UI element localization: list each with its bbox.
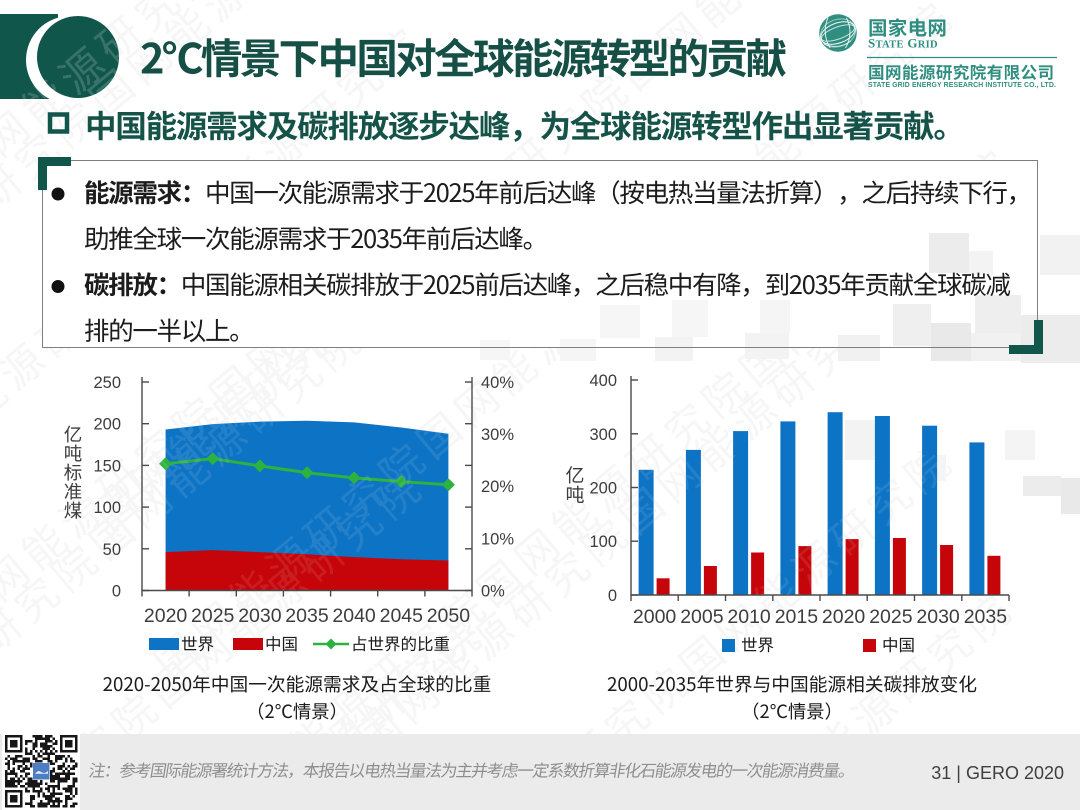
- svg-text:300: 300: [589, 426, 617, 444]
- svg-text:2020: 2020: [144, 605, 188, 627]
- svg-text:2030: 2030: [238, 605, 282, 627]
- svg-text:2015: 2015: [775, 606, 819, 628]
- svg-text:200: 200: [589, 480, 617, 498]
- svg-text:400: 400: [589, 372, 617, 390]
- svg-text:30%: 30%: [481, 426, 514, 444]
- svg-text:50: 50: [103, 541, 121, 559]
- svg-text:STATE GRID ENERGY RESEARCH INS: STATE GRID ENERGY RESEARCH INSTITUTE CO.…: [868, 82, 1056, 89]
- svg-text:200: 200: [93, 416, 121, 434]
- svg-text:STATE GRID: STATE GRID: [868, 36, 938, 51]
- svg-text:0%: 0%: [481, 583, 505, 601]
- svg-text:100: 100: [93, 499, 121, 517]
- svg-text:250: 250: [93, 374, 121, 392]
- svg-text:2025: 2025: [869, 606, 913, 628]
- svg-text:10%: 10%: [481, 530, 514, 548]
- svg-text:2035: 2035: [964, 606, 1008, 628]
- svg-text:2000: 2000: [633, 606, 677, 628]
- svg-text:0: 0: [608, 587, 617, 605]
- svg-text:2035: 2035: [285, 605, 329, 627]
- svg-text:2050: 2050: [427, 605, 471, 627]
- svg-text:2030: 2030: [916, 606, 960, 628]
- svg-text:2040: 2040: [332, 605, 376, 627]
- svg-text:0: 0: [112, 583, 121, 601]
- svg-text:40%: 40%: [481, 374, 514, 392]
- svg-text:2005: 2005: [680, 606, 724, 628]
- svg-text:2025: 2025: [191, 605, 235, 627]
- svg-text:2020: 2020: [822, 606, 866, 628]
- svg-text:31 | GERO 2020: 31 | GERO 2020: [931, 763, 1064, 783]
- svg-text:20%: 20%: [481, 478, 514, 496]
- svg-text:2010: 2010: [727, 606, 771, 628]
- svg-text:150: 150: [93, 457, 121, 475]
- svg-text:2045: 2045: [380, 605, 424, 627]
- svg-text:100: 100: [589, 533, 617, 551]
